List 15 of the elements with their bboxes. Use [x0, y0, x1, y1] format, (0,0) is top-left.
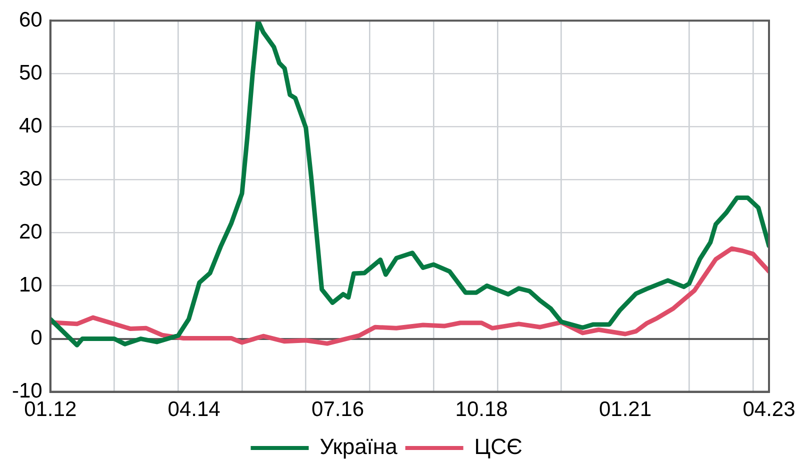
legend-label: Україна — [320, 434, 398, 460]
x-tick-label: 01.12 — [24, 398, 77, 422]
x-tick-label: 01.21 — [598, 398, 652, 422]
y-tick-label: 10 — [18, 274, 42, 297]
legend-label: ЦСЄ — [474, 434, 522, 460]
x-tick-label: 07.16 — [312, 398, 364, 422]
y-tick-label: 50 — [18, 61, 42, 84]
y-tick-label: 30 — [18, 167, 42, 190]
y-tick-label: 60 — [18, 8, 42, 32]
x-tick-label: 04.14 — [168, 398, 221, 422]
y-tick-label: 0 — [30, 326, 42, 350]
x-tick-label: 04.23 — [742, 398, 796, 422]
y-tick-label: 40 — [18, 114, 42, 138]
y-tick-label: 20 — [18, 220, 42, 244]
x-tick-label: 10.18 — [455, 398, 508, 422]
